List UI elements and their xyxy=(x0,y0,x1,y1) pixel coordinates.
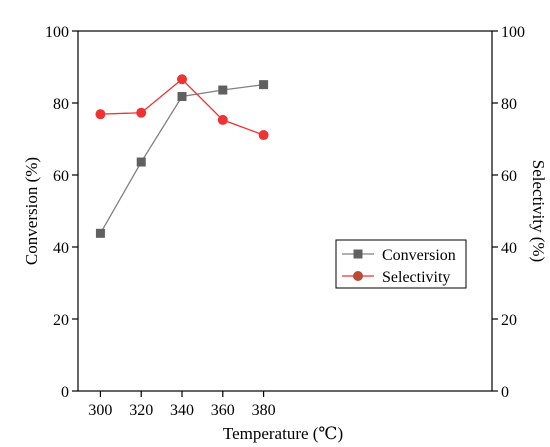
plot-frame xyxy=(77,30,493,392)
right-y-axis-title: Selectivity (%) xyxy=(529,160,548,262)
left-y-tick-label: 0 xyxy=(61,384,69,401)
series-conversion xyxy=(95,80,269,238)
data-point-conversion xyxy=(95,228,105,238)
right-y-tick-label: 40 xyxy=(501,240,517,257)
left-y-tick-label: 40 xyxy=(53,240,69,257)
x-tick-label: 340 xyxy=(170,402,194,419)
axes-frame xyxy=(77,30,493,392)
left-y-tick-label: 80 xyxy=(53,96,69,113)
left-y-axis-title: Conversion (%) xyxy=(22,157,41,265)
right-y-tick-label: 60 xyxy=(501,168,517,185)
data-point-selectivity xyxy=(217,114,228,125)
series-line-conversion xyxy=(99,83,264,234)
x-tick-label: 380 xyxy=(252,402,276,419)
left-y-tick-label: 60 xyxy=(53,168,69,185)
right-y-tick-label: 0 xyxy=(501,384,509,401)
left-y-axis-ticks: 0 20 40 60 80 100 xyxy=(45,24,78,401)
legend-selectivity-label: Selectivity xyxy=(382,269,450,286)
data-point-conversion xyxy=(259,80,269,90)
right-y-tick-label: 80 xyxy=(501,96,517,113)
x-tick-label: 320 xyxy=(129,402,153,419)
right-y-tick-label: 20 xyxy=(501,312,517,329)
data-point-selectivity xyxy=(136,107,147,118)
right-y-tick-label: 100 xyxy=(501,24,525,41)
series-selectivity xyxy=(95,74,269,141)
legend-selectivity-marker xyxy=(353,271,363,281)
data-point-conversion xyxy=(218,85,228,95)
data-point-selectivity xyxy=(177,74,188,85)
data-point-selectivity xyxy=(258,130,269,141)
x-axis-ticks: 300 320 340 360 380 xyxy=(88,391,276,419)
data-point-conversion xyxy=(136,157,146,167)
data-point-selectivity xyxy=(95,109,106,120)
left-y-tick-label: 100 xyxy=(45,24,69,41)
data-point-conversion xyxy=(177,92,187,102)
left-y-tick-label: 20 xyxy=(53,312,69,329)
legend-conversion-label: Conversion xyxy=(382,247,456,264)
legend-conversion-marker xyxy=(353,249,363,259)
legend: Conversion Selectivity xyxy=(335,239,467,289)
series-group xyxy=(95,74,269,238)
x-tick-label: 360 xyxy=(211,402,235,419)
x-axis-title: Temperature (℃) xyxy=(223,424,343,443)
right-y-axis-ticks: 0 20 40 60 80 100 xyxy=(492,24,525,401)
x-tick-label: 300 xyxy=(88,402,112,419)
